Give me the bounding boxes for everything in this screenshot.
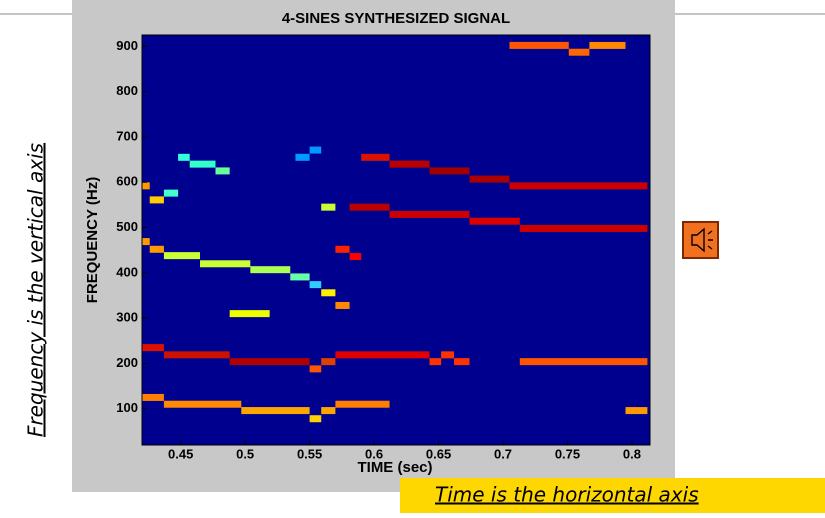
plot-area: [142, 35, 650, 445]
horizontal-note: Time is the horizontal axis: [435, 483, 699, 507]
x-tick-label: 0.5: [236, 446, 254, 461]
spectral-segment: [142, 182, 150, 190]
x-tick-label: 0.45: [168, 446, 193, 461]
spectral-segment: [321, 407, 336, 415]
y-tick-label: 200: [116, 355, 138, 370]
vertical-note: Frequency is the vertical axis: [24, 143, 48, 437]
spectral-segment: [349, 203, 390, 211]
y-tick-label: 600: [116, 174, 138, 189]
y-tick-label: 500: [116, 219, 138, 234]
spectral-segment: [309, 415, 322, 423]
spectral-segment: [389, 210, 470, 218]
spectral-segment: [625, 407, 648, 415]
spectral-segment: [389, 160, 430, 168]
spectral-segment: [229, 310, 270, 318]
speaker-icon: [691, 227, 713, 253]
spectral-segment: [149, 245, 164, 253]
spectral-segment: [142, 344, 164, 352]
y-tick-label: 800: [116, 83, 138, 98]
spectral-segment: [335, 400, 390, 408]
x-tick-label: 0.8: [623, 446, 641, 461]
spectral-segment: [215, 167, 230, 175]
spectral-segment: [142, 393, 164, 401]
spectral-segment: [335, 351, 430, 359]
spectral-segment: [163, 351, 230, 359]
spectral-segment: [349, 253, 362, 261]
spectral-segment: [429, 167, 470, 175]
x-tick-label: 0.6: [365, 446, 383, 461]
spectral-segment: [568, 48, 590, 56]
spectral-segment: [309, 146, 322, 154]
spectral-segment: [321, 358, 336, 366]
spectral-segment: [309, 365, 322, 373]
chart-title: 4-SINES SYNTHESIZED SIGNAL: [282, 10, 510, 27]
spectral-segment: [441, 351, 455, 359]
spectral-segment: [321, 203, 336, 211]
spectral-segment: [295, 153, 310, 161]
x-axis-label: TIME (sec): [357, 459, 432, 476]
y-tick-label: 700: [116, 128, 138, 143]
spectral-segment: [469, 175, 510, 183]
spectral-segment: [163, 400, 242, 408]
spectral-segment: [290, 273, 310, 281]
spectral-segment: [321, 289, 336, 297]
spectral-segment: [509, 182, 648, 190]
y-tick-label: 400: [116, 264, 138, 279]
spectral-segment: [589, 41, 626, 49]
y-tick-label: 900: [116, 38, 138, 53]
spectral-segment: [519, 224, 648, 232]
spectral-segment: [149, 196, 164, 204]
x-tick-label: 0.55: [297, 446, 322, 461]
spectral-segment: [229, 358, 310, 366]
spectral-segment: [469, 217, 520, 225]
y-tick-label: 100: [116, 400, 138, 415]
x-tick-label: 0.7: [494, 446, 512, 461]
spectral-segment: [429, 358, 442, 366]
spectral-segment: [309, 281, 322, 289]
spectral-segment: [163, 252, 201, 260]
spectral-segment: [189, 160, 216, 168]
spectral-segment: [250, 266, 291, 274]
y-axis-label: FREQUENCY (Hz): [84, 177, 101, 303]
spectral-segment: [163, 189, 179, 197]
plot-frame: [141, 34, 651, 446]
spectral-segment: [454, 358, 470, 366]
spectral-segment: [178, 153, 190, 161]
spectral-segment: [241, 407, 310, 415]
spectral-segment: [335, 245, 350, 253]
y-tick-label: 300: [116, 310, 138, 325]
x-tick-label: 0.75: [555, 446, 580, 461]
spectral-segment: [361, 153, 390, 161]
spectral-segment: [509, 41, 569, 49]
note-box: [400, 478, 825, 513]
spectral-segment: [142, 238, 150, 246]
spectral-segment: [519, 358, 648, 366]
x-tick-label: 0.65: [426, 446, 451, 461]
spectral-segment: [200, 260, 251, 268]
spectral-segment: [335, 301, 350, 309]
